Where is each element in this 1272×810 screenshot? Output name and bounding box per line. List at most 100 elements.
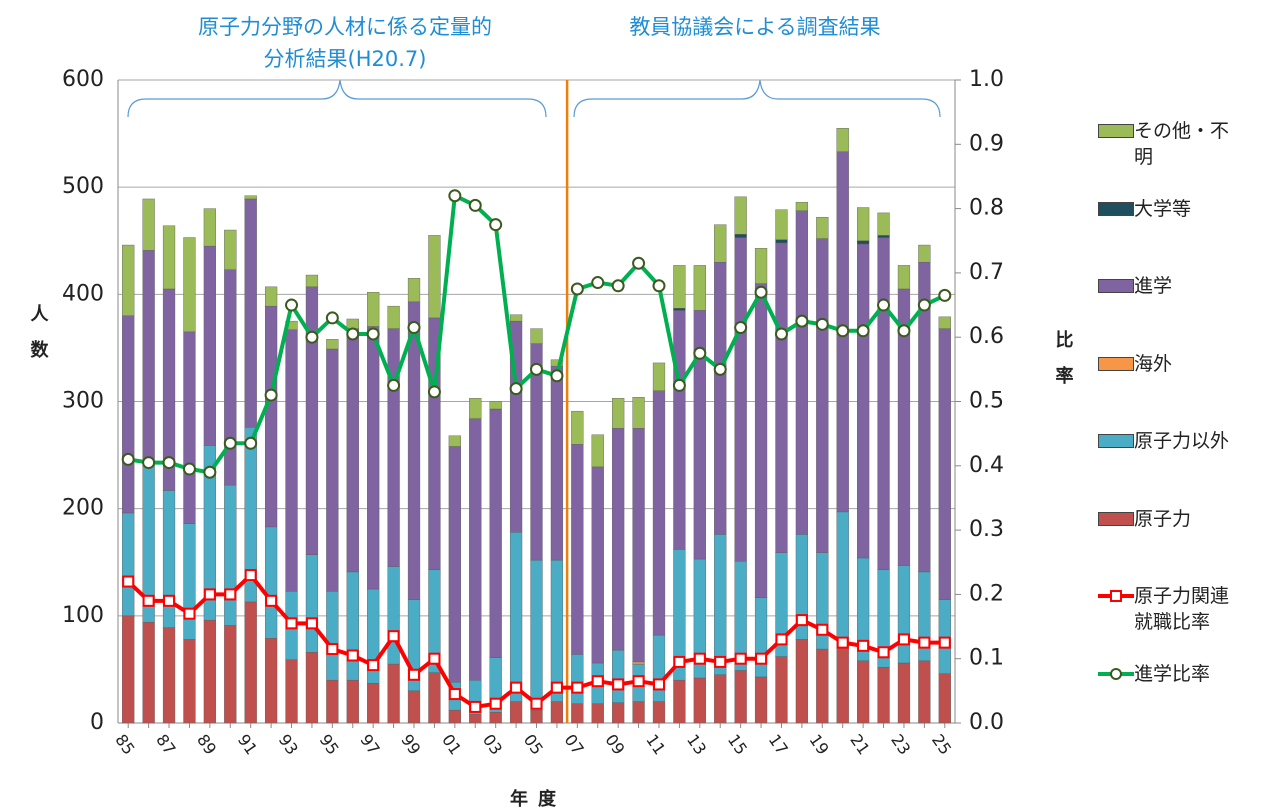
marker bbox=[754, 285, 768, 299]
brace bbox=[573, 79, 941, 118]
marker bbox=[815, 317, 829, 331]
bar-segment bbox=[326, 339, 339, 350]
marker bbox=[285, 617, 298, 630]
marker bbox=[652, 678, 665, 691]
x-tick-label: 85 bbox=[111, 731, 138, 759]
legend-item: 原子力以外 bbox=[1098, 428, 1234, 454]
bar-segment bbox=[530, 559, 543, 711]
bar-segment bbox=[387, 566, 400, 665]
bar-segment bbox=[244, 601, 257, 724]
y-tick-label: 200 bbox=[62, 496, 104, 521]
legend-label: 原子力以外 bbox=[1134, 430, 1230, 452]
bar-segment bbox=[550, 359, 564, 367]
bar-segment bbox=[857, 240, 870, 245]
bar-segment bbox=[816, 648, 829, 724]
bar-segment bbox=[816, 216, 829, 239]
legend-swatch bbox=[1098, 511, 1134, 526]
y2-tick-label: 0.0 bbox=[969, 710, 1004, 735]
marker bbox=[510, 681, 523, 694]
bar-segment bbox=[632, 428, 645, 663]
bar-segment bbox=[836, 511, 849, 645]
x-tick-label: 93 bbox=[275, 731, 302, 759]
bar-segment bbox=[897, 662, 911, 724]
marker bbox=[223, 436, 237, 450]
bar-segment bbox=[224, 229, 237, 270]
bar-segment bbox=[714, 224, 727, 263]
marker bbox=[672, 378, 686, 392]
bar-segment bbox=[162, 627, 176, 724]
marker bbox=[142, 594, 155, 607]
bar-segment bbox=[693, 265, 706, 311]
y-axis-label: 人数 bbox=[28, 304, 49, 376]
marker bbox=[122, 575, 135, 588]
x-tick-label: 01 bbox=[438, 731, 465, 759]
marker bbox=[693, 346, 707, 360]
x-tick-label: 25 bbox=[928, 731, 955, 759]
bar-segment bbox=[203, 245, 216, 446]
bar-segment bbox=[224, 625, 237, 724]
marker bbox=[346, 649, 359, 662]
marker bbox=[714, 655, 727, 668]
x-tick-label: 15 bbox=[724, 731, 751, 759]
bar-segment bbox=[591, 434, 604, 468]
bar-segment bbox=[367, 326, 380, 590]
marker bbox=[570, 282, 584, 296]
x-tick-label: 19 bbox=[806, 731, 833, 759]
bar-segment bbox=[673, 310, 686, 550]
marker bbox=[857, 639, 870, 652]
bar-segment bbox=[897, 265, 911, 290]
y2-tick-label: 0.6 bbox=[969, 324, 1004, 349]
bar-segment bbox=[775, 239, 788, 244]
bar-segment bbox=[571, 703, 584, 724]
bar-segment bbox=[305, 274, 319, 288]
bar-segment bbox=[571, 654, 584, 704]
legend-swatch bbox=[1098, 356, 1134, 371]
bar-segment bbox=[734, 196, 747, 235]
bar-segment bbox=[652, 362, 666, 391]
bar-segment bbox=[122, 512, 135, 617]
marker bbox=[162, 456, 176, 470]
annotation: 分析結果(H20.7) bbox=[264, 47, 427, 71]
marker bbox=[795, 314, 809, 328]
bar-segment bbox=[509, 532, 523, 702]
marker bbox=[836, 636, 849, 649]
y2-tick-label: 0.4 bbox=[969, 453, 1004, 478]
bar-segment bbox=[142, 250, 155, 467]
bar-segment bbox=[469, 398, 482, 419]
bar-segment bbox=[877, 212, 890, 236]
marker bbox=[774, 327, 788, 341]
bar-segment bbox=[877, 235, 890, 238]
bar-segment bbox=[387, 328, 400, 567]
marker bbox=[550, 681, 563, 694]
x-tick-label: 89 bbox=[193, 731, 220, 759]
bar-segment bbox=[877, 667, 890, 724]
marker bbox=[877, 646, 890, 659]
bar-segment bbox=[612, 649, 625, 703]
bar-segment bbox=[224, 269, 237, 486]
marker bbox=[673, 655, 686, 668]
marker bbox=[632, 256, 646, 270]
bar-segment bbox=[612, 702, 625, 724]
bar-segment bbox=[509, 314, 523, 322]
legend-item: 進学比率 bbox=[1098, 661, 1234, 687]
y2-tick-label: 0.5 bbox=[969, 389, 1004, 414]
marker bbox=[468, 198, 482, 212]
bar-segment bbox=[469, 418, 482, 681]
y2-tick-label: 0.9 bbox=[969, 131, 1004, 156]
bar-segment bbox=[407, 690, 421, 724]
bar-segment bbox=[857, 207, 870, 241]
bar-segment bbox=[142, 198, 155, 251]
marker bbox=[755, 652, 768, 665]
bar-segment bbox=[775, 242, 788, 553]
marker bbox=[367, 659, 380, 672]
bar-segment bbox=[224, 484, 237, 626]
bar-segment bbox=[387, 663, 400, 724]
y2-tick-label: 0.2 bbox=[969, 581, 1004, 606]
bar-segment bbox=[183, 331, 196, 524]
bar-segment bbox=[448, 435, 461, 447]
y-tick-label: 400 bbox=[62, 281, 104, 306]
bar-segment bbox=[673, 265, 686, 309]
bar-segment bbox=[612, 428, 625, 651]
bar-segment bbox=[714, 534, 727, 675]
